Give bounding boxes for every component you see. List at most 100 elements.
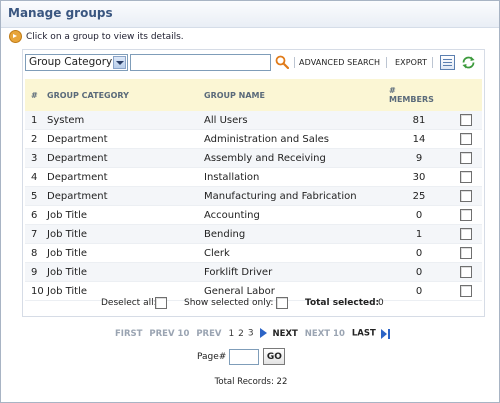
col-header-name[interactable]: GROUP NAME: [204, 79, 389, 111]
row-category: Job Title: [47, 243, 204, 263]
row-members: 9: [389, 148, 449, 168]
col-header-num: #: [25, 79, 47, 111]
search-icon[interactable]: [275, 55, 289, 69]
refresh-icon[interactable]: [461, 55, 476, 70]
row-category: System: [47, 111, 204, 130]
row-category: Department: [47, 129, 204, 149]
row-group-name[interactable]: Bending: [204, 224, 389, 244]
table-row[interactable]: 7 Job Title Bending 1: [25, 224, 482, 244]
hint-text: Click on a group to view its details.: [26, 31, 184, 42]
pager-last[interactable]: LAST: [351, 328, 376, 339]
row-group-name[interactable]: Installation: [204, 167, 389, 187]
row-checkbox[interactable]: [459, 171, 472, 183]
pager-first: FIRST: [115, 328, 143, 339]
col-header-members-label: MEMBERS: [389, 95, 434, 104]
row-number: 3: [25, 148, 47, 168]
toolbar-divider: [386, 57, 387, 68]
page-link-3[interactable]: 3: [247, 328, 254, 339]
col-header-members[interactable]: # MEMBERS: [389, 79, 449, 111]
table-row[interactable]: 1 System All Users 81: [25, 111, 482, 130]
row-category: Department: [47, 186, 204, 206]
row-group-name[interactable]: Administration and Sales: [204, 129, 389, 149]
table-row[interactable]: 4 Department Installation 30: [25, 167, 482, 187]
table-row[interactable]: 9 Job Title Forklift Driver 0: [25, 262, 482, 282]
row-group-name[interactable]: All Users: [204, 111, 389, 130]
row-checkbox[interactable]: [459, 190, 472, 202]
row-members: 0: [389, 205, 449, 225]
row-category: Department: [47, 148, 204, 168]
page-link-1[interactable]: 1: [228, 328, 235, 339]
next-arrow-icon[interactable]: [259, 328, 267, 338]
row-checkbox[interactable]: [459, 266, 472, 278]
pager-next[interactable]: NEXT: [272, 328, 298, 339]
page-link-2[interactable]: 2: [238, 328, 244, 339]
table-row[interactable]: 10 Job Title General Labor 0: [25, 281, 482, 301]
col-header-select: [449, 79, 482, 111]
row-select-cell: [449, 224, 482, 244]
title-bar: Manage groups: [1, 1, 499, 28]
row-select-cell: [449, 129, 482, 149]
row-category: Job Title: [47, 205, 204, 225]
row-members: 1: [389, 224, 449, 244]
row-number: 7: [25, 224, 47, 244]
pager-next10: NEXT 10: [304, 328, 345, 339]
advanced-search-link[interactable]: ADVANCED SEARCH: [299, 58, 381, 67]
row-members: 0: [389, 281, 449, 301]
toolbar: Group Category ADVANCED SEARCH EXPORT: [23, 52, 484, 74]
row-select-cell: [449, 262, 482, 282]
row-group-name[interactable]: Assembly and Receiving: [204, 148, 389, 168]
row-select-cell: [449, 186, 482, 206]
row-number: 5: [25, 186, 47, 206]
groups-table: # GROUP CATEGORY GROUP NAME # MEMBERS 1 …: [25, 79, 482, 301]
pagination: FIRST PREV 10 PREV 1 2 3 NEXT NEXT 10 LA…: [115, 328, 394, 339]
selection-footer: Deselect all: Show selected only: Total …: [23, 295, 484, 313]
row-number: 4: [25, 167, 47, 187]
row-category: Department: [47, 167, 204, 187]
hint-row: Click on a group to view its details.: [9, 30, 184, 43]
page-jump: Page# GO: [197, 348, 286, 365]
table-row[interactable]: 5 Department Manufacturing and Fabricati…: [25, 186, 482, 206]
groups-panel: Group Category ADVANCED SEARCH EXPORT: [22, 49, 485, 317]
go-button[interactable]: GO: [263, 348, 286, 365]
row-members: 14: [389, 129, 449, 149]
row-group-name[interactable]: Forklift Driver: [204, 262, 389, 282]
group-filter-select[interactable]: Group Category: [25, 54, 128, 71]
row-members: 81: [389, 111, 449, 130]
page-number-input[interactable]: [229, 348, 260, 365]
row-select-cell: [449, 205, 482, 225]
deselect-all-label: Deselect all:: [101, 298, 157, 308]
row-checkbox[interactable]: [459, 209, 472, 221]
toolbar-divider: [294, 57, 295, 68]
export-link[interactable]: EXPORT: [395, 58, 428, 67]
row-members: 30: [389, 167, 449, 187]
page-title: Manage groups: [8, 6, 113, 20]
table-row[interactable]: 2 Department Administration and Sales 14: [25, 129, 482, 149]
row-checkbox[interactable]: [459, 152, 472, 164]
chevron-down-icon[interactable]: [113, 56, 126, 69]
row-group-name[interactable]: Manufacturing and Fabrication: [204, 186, 389, 206]
row-checkbox[interactable]: [459, 285, 472, 297]
row-checkbox[interactable]: [459, 247, 472, 259]
total-selected-value: 0: [378, 298, 384, 308]
table-row[interactable]: 8 Job Title Clerk 0: [25, 243, 482, 263]
row-number: 1: [25, 111, 47, 130]
last-page-icon[interactable]: [380, 328, 390, 339]
show-selected-checkbox[interactable]: [276, 297, 288, 309]
row-select-cell: [449, 167, 482, 187]
row-group-name[interactable]: General Labor: [204, 281, 389, 301]
row-group-name[interactable]: Clerk: [204, 243, 389, 263]
row-members: 0: [389, 262, 449, 282]
row-number: 9: [25, 262, 47, 282]
row-checkbox[interactable]: [459, 228, 472, 240]
row-number: 8: [25, 243, 47, 263]
row-group-name[interactable]: Accounting: [204, 205, 389, 225]
row-checkbox[interactable]: [459, 114, 472, 126]
table-row[interactable]: 3 Department Assembly and Receiving 9: [25, 148, 482, 168]
row-checkbox[interactable]: [459, 133, 472, 145]
table-row[interactable]: 6 Job Title Accounting 0: [25, 205, 482, 225]
col-header-category[interactable]: GROUP CATEGORY: [47, 79, 204, 111]
column-settings-icon[interactable]: [440, 55, 455, 70]
deselect-all-checkbox[interactable]: [155, 297, 167, 309]
search-input[interactable]: [130, 54, 271, 71]
row-members: 25: [389, 186, 449, 206]
